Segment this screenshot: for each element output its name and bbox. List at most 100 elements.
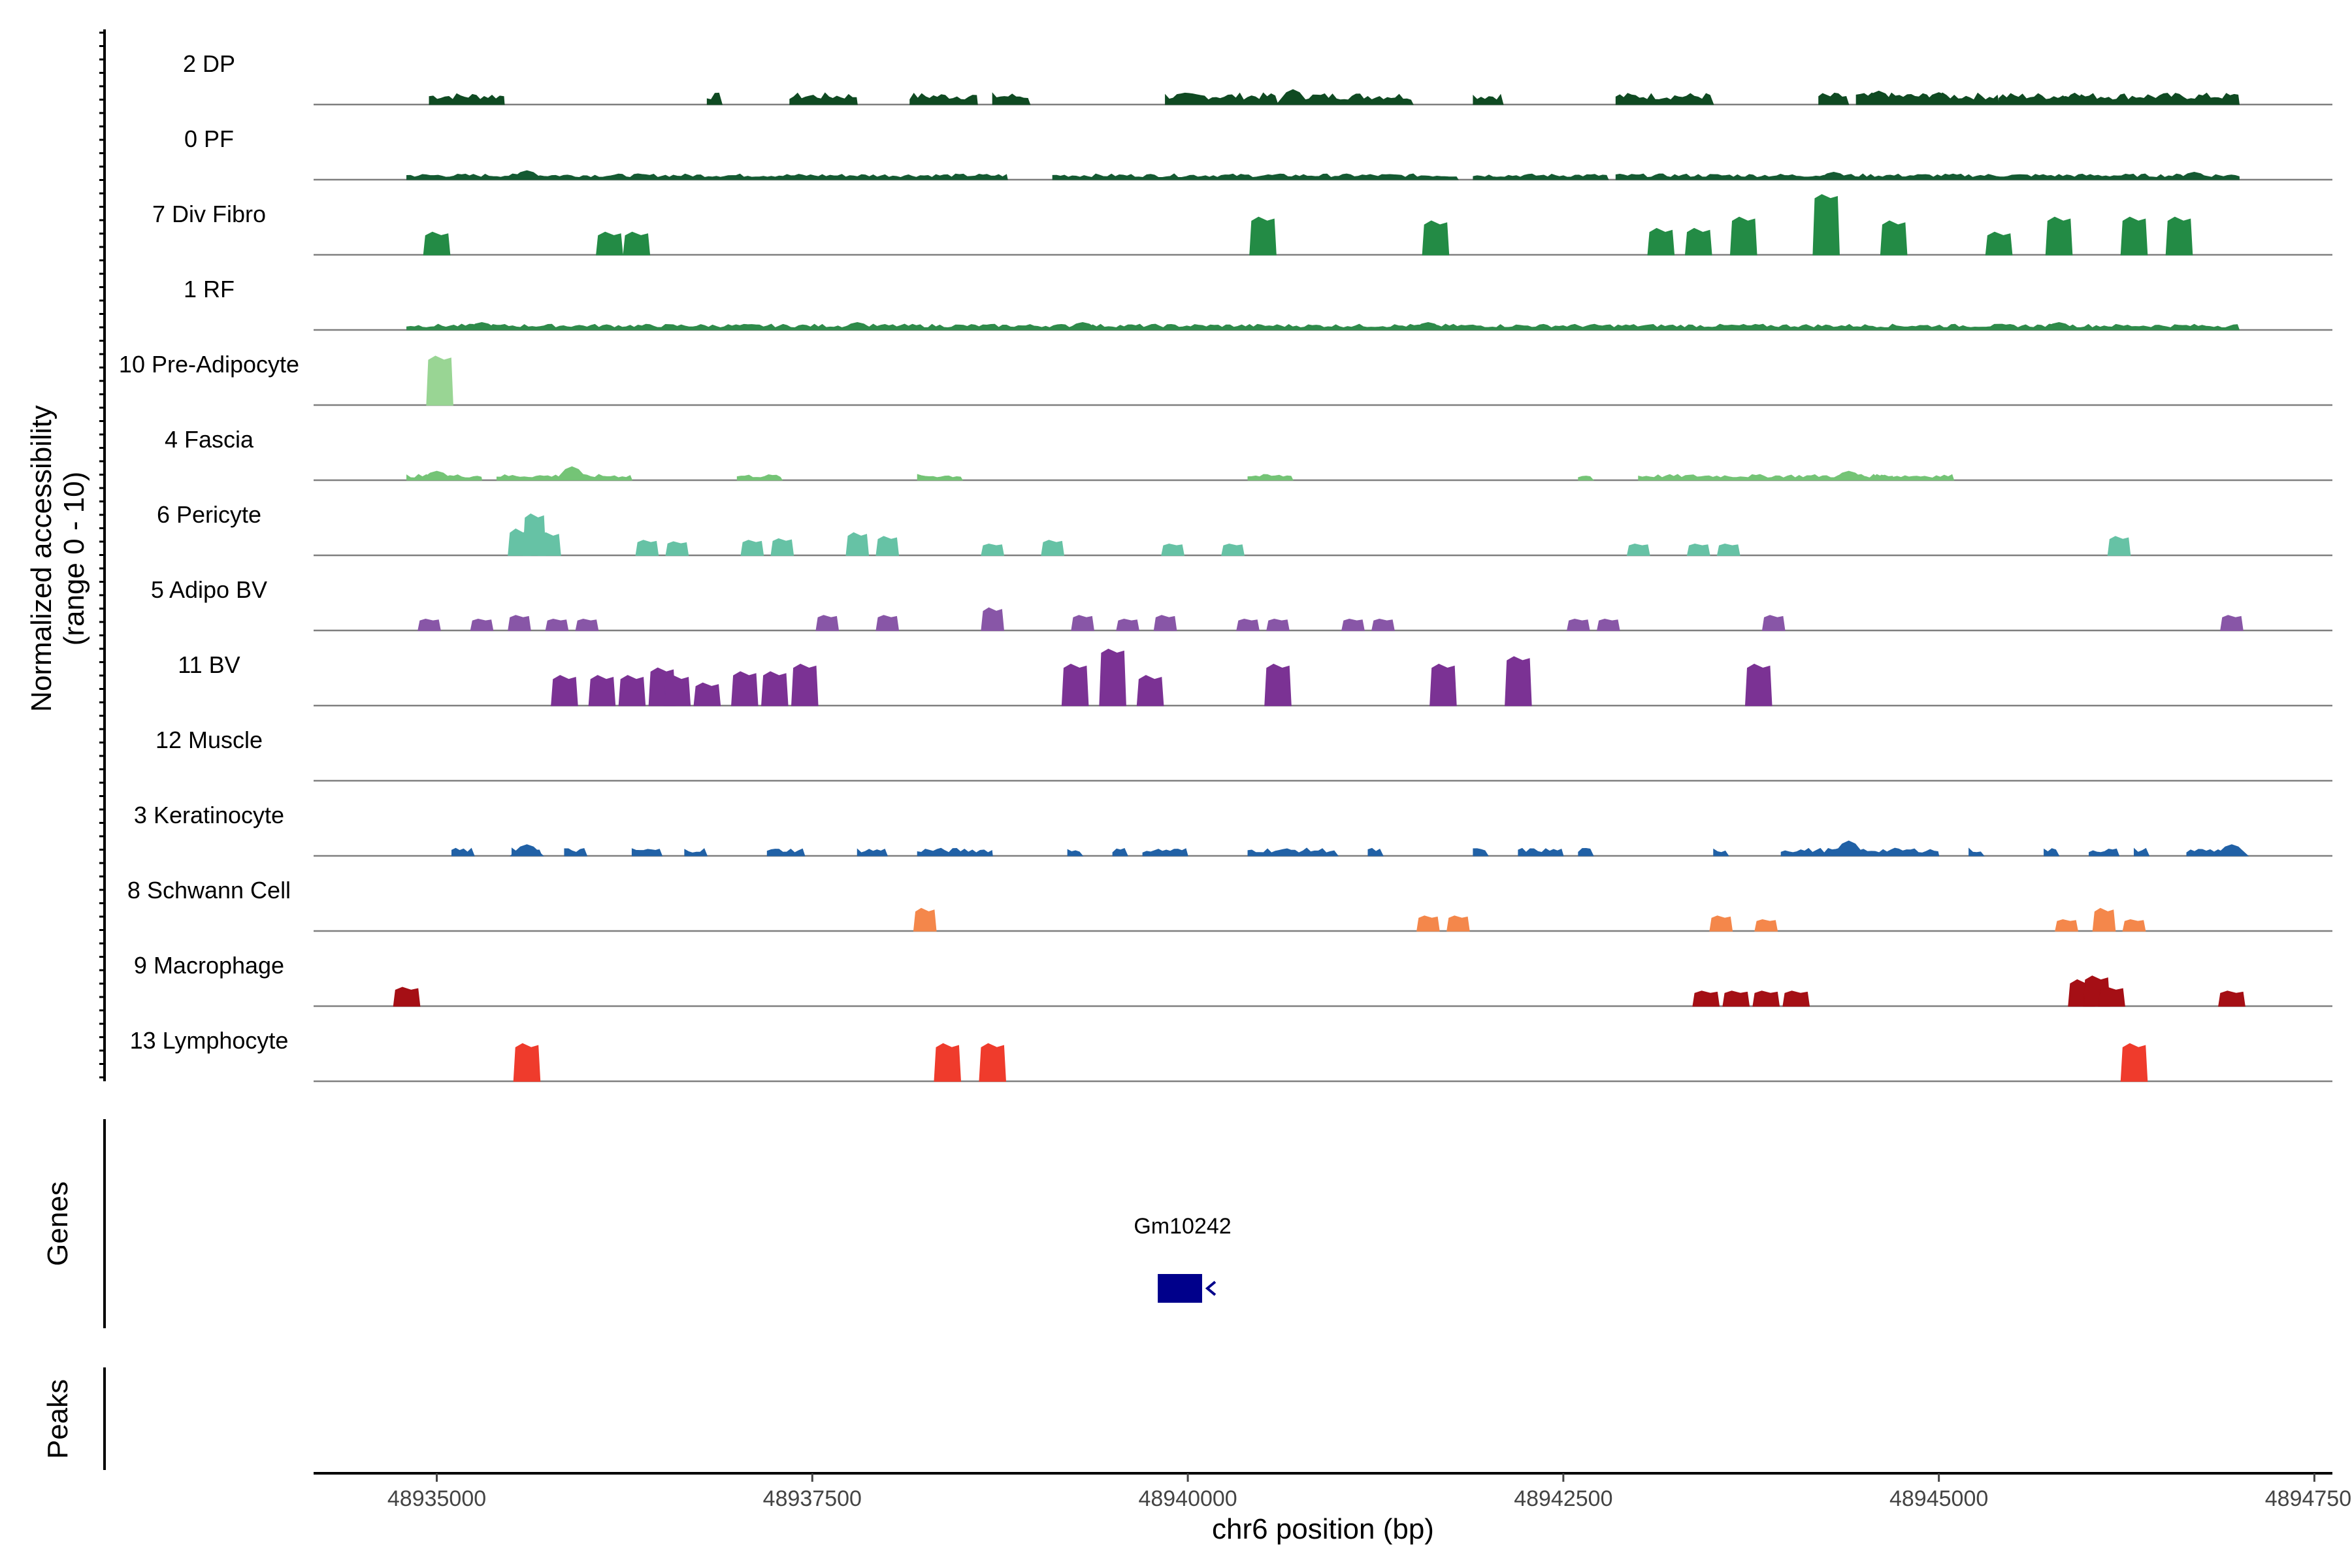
track-peak [1626,543,1650,556]
track-signal [909,93,978,105]
track-label: 12 Muscle [155,727,263,753]
track-peak [1684,227,1712,255]
tracks: 2 DP 0 PF 7 Div Fibro 1 RF 10 Pre-Adipocyte 4… [119,50,2332,1083]
track-signal [684,848,708,857]
track-peak [545,618,569,631]
track-signal [1067,849,1084,857]
track-label: 13 Lymphocyte [130,1027,289,1054]
track-peak [2218,990,2246,1007]
track-peak [1099,648,1126,706]
track: 13 Lymphocyte [130,1027,2332,1083]
track-peak [1754,919,1778,932]
track-peak [2041,321,2077,331]
track-signal [1052,173,1459,180]
titles: Normalized accessibility (range 0 - 10) … [25,405,1434,1545]
track: 0 PF [184,125,2332,181]
track-peak [2045,216,2073,255]
track: 2 DP [183,50,2332,106]
track-label: 5 Adipo BV [151,576,267,603]
track-peak [1161,543,1184,556]
track-peak [596,231,623,255]
y-axis-title: Normalized accessibility [25,405,57,711]
track-signal [736,474,783,481]
track-peak [840,321,875,331]
track-peak [1446,915,1470,932]
track-peak [588,675,616,706]
track: 3 Keratinocyte [134,802,2332,857]
x-tick-label: 48947500 [2265,1486,2352,1511]
track-signal [631,848,663,857]
track-peak [875,615,900,631]
track-peak [1812,194,1840,255]
track-peak [623,231,651,255]
track-peak [665,541,689,556]
track-signal [2089,848,2120,857]
track-peak [791,663,819,706]
genes-title: Genes [42,1181,74,1266]
track: 9 Macrophage [134,952,2332,1007]
track-peak [470,618,494,631]
track-peak [1752,990,1780,1007]
track-signal [1247,847,1339,857]
track-label: 2 DP [183,50,235,77]
track-peak [1861,90,1896,105]
track-label: 6 Pericyte [157,501,261,528]
track: 4 Fascia [165,426,2332,482]
track-peak [1761,615,1786,631]
track-peak [1686,543,1710,556]
track-peak [2120,216,2148,255]
track-signal [1968,847,1985,857]
track-signal [1518,847,1564,857]
track-signal [1818,92,1850,105]
track-peak [1249,216,1277,255]
track-peak [693,682,721,706]
track-peak [2176,171,2212,180]
track-signal [1638,474,1955,481]
track-peak [509,170,544,180]
track-peak [875,536,900,556]
track: 5 Adipo BV [151,576,2332,632]
track-peak [538,532,561,556]
track-peak [770,538,794,556]
track-peak [981,607,1005,631]
gene-strand-arrow [1205,1281,1217,1296]
track-signal [1247,474,1294,481]
track-peak [1505,656,1532,706]
track: 10 Pre-Adipocyte [119,351,2332,406]
track-peak [464,321,500,331]
track-peak [1341,618,1365,631]
track: 6 Pericyte [157,501,2332,557]
track-peak [1065,321,1100,331]
track-peak [1422,220,1450,255]
track-peak [979,1043,1006,1082]
track-signal [451,847,475,857]
track-peak [2107,536,2131,556]
track-peak [731,671,759,706]
track-peak [1709,915,1733,932]
track-signal [917,474,964,481]
track-signal [1473,848,1489,857]
track-peak [913,907,937,932]
gene-body [1158,1274,1202,1303]
track-peak [1880,220,1908,255]
track-peak [815,615,840,631]
track-peak [2055,919,2078,932]
track-peak [1716,543,1740,556]
track-peak [1647,227,1675,255]
track-peak [1429,663,1457,706]
track-peak [1566,618,1590,631]
track-peak [1816,171,1852,180]
y-ticks [99,31,105,1079]
x-axis-title: chr6 position (bp) [1212,1513,1434,1545]
track-signal [992,92,1031,105]
track-peak [1136,675,1164,706]
x-tick-label: 48940000 [1138,1486,1237,1511]
track-peak [635,540,659,556]
track-peak [508,615,531,631]
track-peak [1416,915,1440,932]
track-signal [1615,93,1714,105]
track-peak [761,671,789,706]
track-signal [1367,847,1384,857]
x-tick-label: 48942500 [1514,1486,1612,1511]
track-peak [1411,321,1446,331]
